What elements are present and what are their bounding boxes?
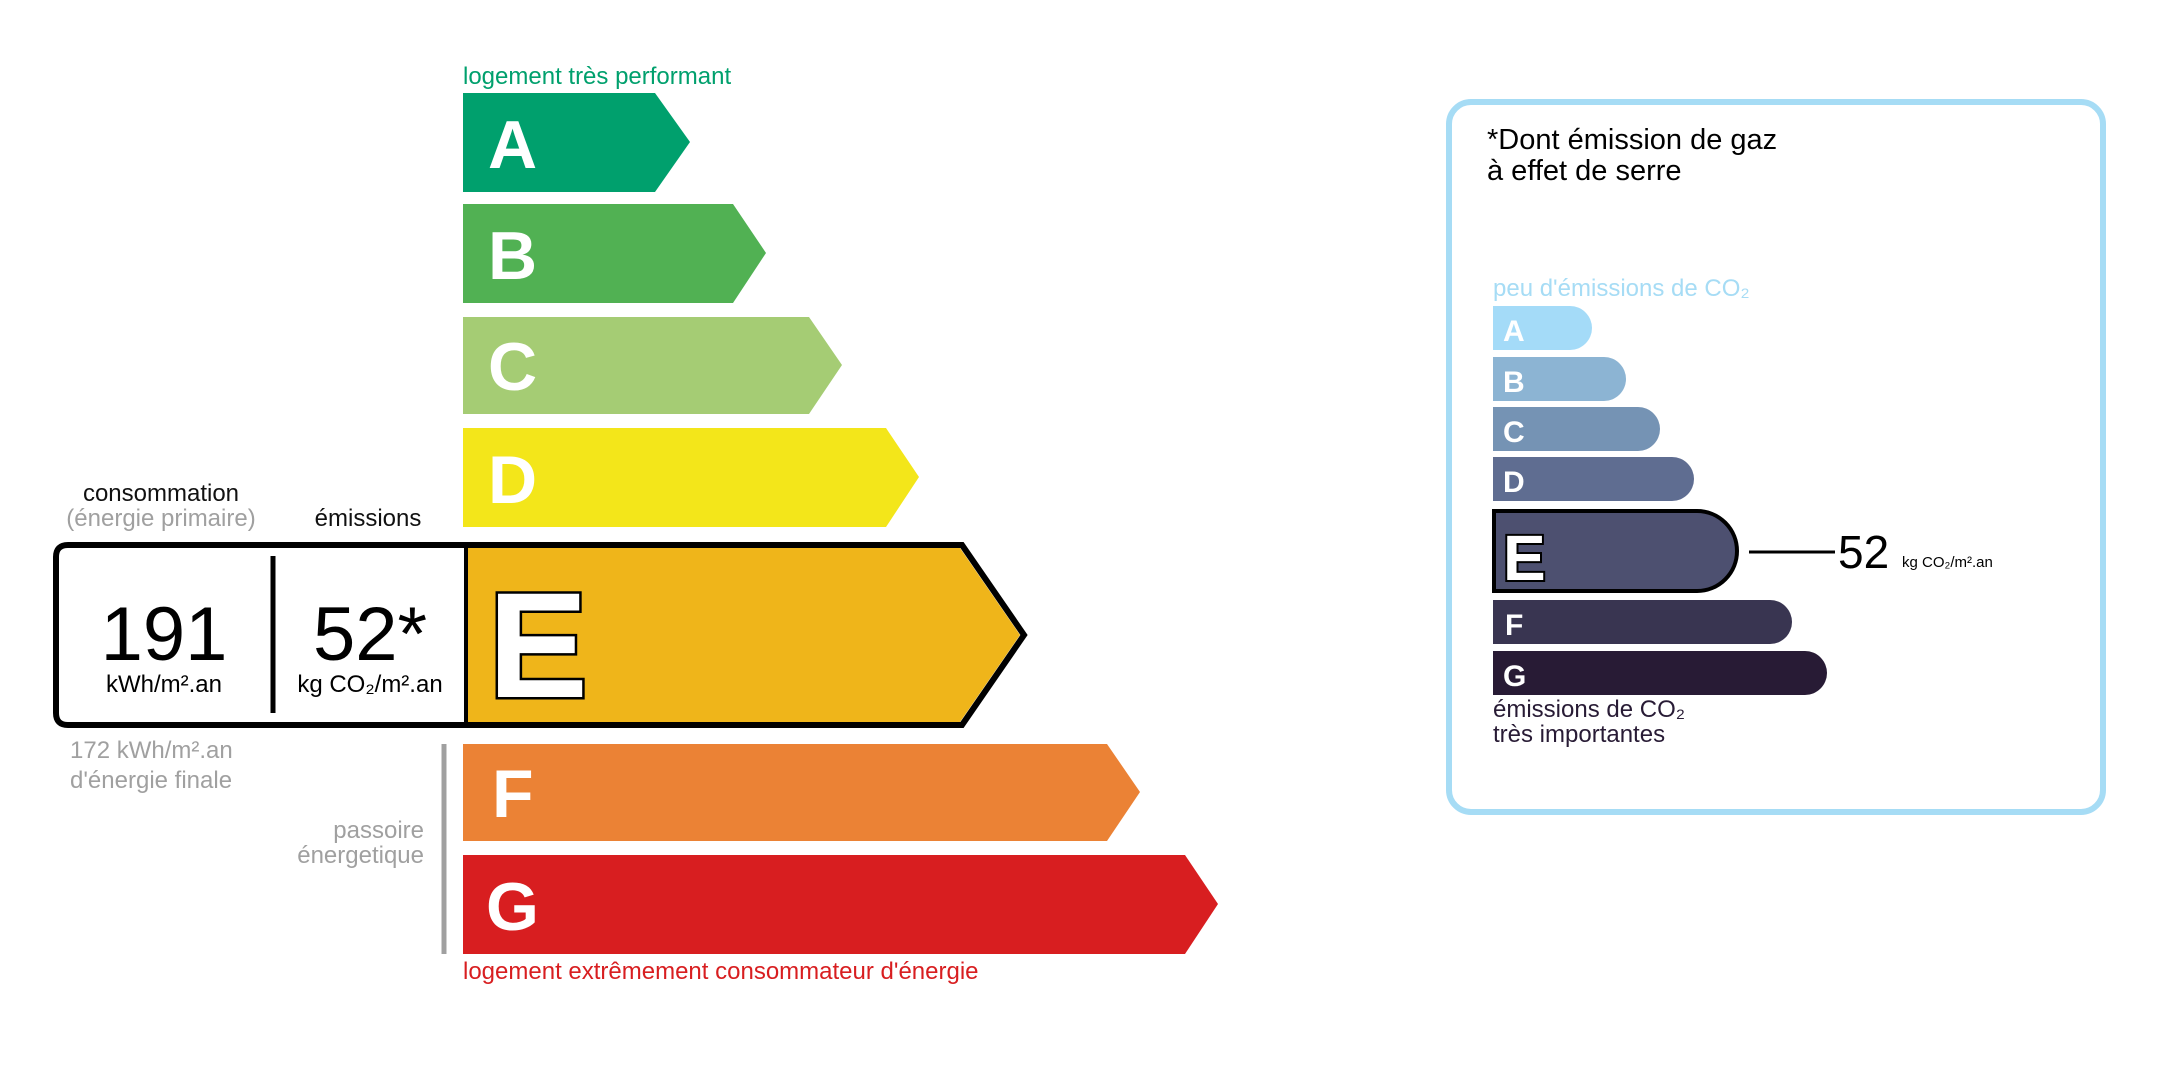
emissions-label: émissions — [315, 505, 422, 532]
ghg-bar-g: G — [1493, 651, 1827, 695]
ghg-letter-f: F — [1505, 609, 1523, 642]
energy-letter-g: G — [486, 869, 539, 945]
energy-bar-f: F — [463, 744, 1140, 841]
energy-letter-a: A — [488, 107, 537, 183]
ghg-bottom-label-2: très importantes — [1493, 721, 1665, 748]
passoire-label-2: énergetique — [297, 842, 424, 869]
ghg-bar-b: B — [1493, 357, 1626, 401]
energy-letter-f: F — [492, 756, 534, 832]
ghg-top-label: peu d'émissions de CO₂ — [1493, 275, 1750, 302]
consumption-unit: kWh/m².an — [106, 671, 222, 698]
ghg-letter-g: G — [1503, 660, 1526, 693]
final-energy-label: d'énergie finale — [70, 767, 232, 794]
ghg-letter-e: E — [1503, 522, 1546, 594]
ghg-letter-d: D — [1503, 466, 1525, 499]
final-energy-value: 172 kWh/m².an — [70, 737, 233, 764]
energy-bar-c: C — [463, 317, 842, 414]
energy-letter-e: E — [488, 561, 588, 729]
energy-letter-b: B — [488, 218, 537, 294]
ghg-bar-c: C — [1493, 407, 1660, 451]
ghg-letter-b: B — [1503, 366, 1525, 399]
ghg-bar-a: A — [1493, 306, 1592, 350]
energy-current-class-e: E 191 kWh/m².an 52* kg CO₂/m².an — [53, 542, 1028, 732]
consumption-sublabel: (énergie primaire) — [66, 505, 255, 532]
energy-bar-g: G — [463, 855, 1218, 954]
ghg-bar-d: D — [1493, 457, 1694, 501]
energy-bar-a: A — [463, 93, 690, 192]
emissions-unit: kg CO₂/m².an — [297, 671, 442, 698]
ghg-title-1: *Dont émission de gaz — [1487, 124, 1777, 156]
ghg-bar-f: F — [1493, 600, 1792, 644]
energy-letter-c: C — [488, 329, 537, 405]
ghg-current-class-e: E 52 kg CO₂/m².an — [1492, 509, 1993, 596]
consumption-label: consommation — [83, 480, 239, 507]
ghg-letter-c: C — [1503, 416, 1525, 449]
ghg-bottom-label-1: émissions de CO₂ — [1493, 696, 1685, 723]
ghg-value: 52 — [1838, 526, 1889, 578]
ghg-letter-a: A — [1503, 315, 1525, 348]
energy-bottom-label: logement extrêmement consommateur d'éner… — [463, 958, 979, 985]
energy-bar-d: D — [463, 428, 919, 527]
emissions-value: 52* — [313, 592, 427, 677]
ghg-title-2: à effet de serre — [1487, 155, 1682, 187]
ghg-unit: kg CO₂/m².an — [1902, 554, 1993, 571]
energy-top-label: logement très performant — [463, 63, 731, 90]
energy-bar-b: B — [463, 204, 766, 303]
passoire-label-1: passoire — [333, 817, 424, 844]
consumption-value: 191 — [101, 592, 228, 677]
energy-letter-d: D — [488, 442, 537, 518]
